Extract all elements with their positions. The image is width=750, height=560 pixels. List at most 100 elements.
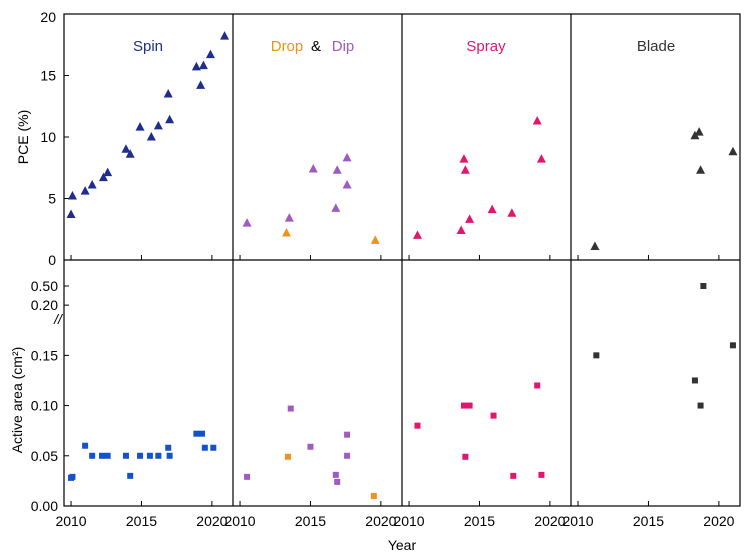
data-point-area-blade <box>593 352 600 359</box>
chart-marks: 0 5 10 15 20 0.00 0.05 0.10 0.15 0.20 0.50 2010 2015… <box>31 9 738 529</box>
data-point-area-spin <box>127 472 134 479</box>
data-point-area-spin <box>104 452 111 459</box>
data-point-pce-spin <box>67 191 77 200</box>
data-point-area-dip <box>287 405 294 412</box>
data-point-pce-spin <box>205 49 215 59</box>
data-point-pce-dip <box>284 213 294 222</box>
data-point-pce-spray <box>532 116 542 125</box>
data-point-area-spin <box>82 442 89 449</box>
axis-break-mark: // <box>53 311 64 327</box>
data-point-pce-dip <box>331 203 341 212</box>
data-point-pce-spin <box>121 144 131 153</box>
data-point-pce-spray <box>412 230 422 239</box>
data-point-pce-blade <box>694 127 704 136</box>
data-point-area-drop <box>284 453 291 460</box>
data-point-pce-spray <box>487 204 497 214</box>
data-point-pce-spin <box>196 80 206 89</box>
y-tick-label-pce: 20 <box>40 9 56 25</box>
data-point-pce-spin <box>103 167 113 177</box>
data-point-pce-dip <box>332 165 342 174</box>
y-tick-label-area: 0.05 <box>31 448 58 464</box>
data-point-area-dip <box>344 431 351 438</box>
data-point-pce-spin <box>153 120 163 130</box>
panel-title-dip: Dip <box>332 38 355 55</box>
data-point-area-spin <box>201 444 208 451</box>
data-point-pce-drop <box>370 235 380 244</box>
data-point-pce-dip <box>308 163 318 173</box>
data-point-pce-spin <box>146 132 156 141</box>
data-point-area-spray <box>460 402 467 409</box>
data-point-area-dip <box>332 471 339 478</box>
data-point-area-spin <box>137 452 144 459</box>
x-tick-label: 2010 <box>55 513 86 529</box>
data-point-area-spin <box>155 452 162 459</box>
data-point-pce-spin <box>165 114 175 124</box>
y-tick-label-area: 0.10 <box>31 398 58 414</box>
data-point-pce-spin <box>198 60 208 70</box>
x-tick-label: 2015 <box>464 513 495 529</box>
y-tick-label-pce: 15 <box>40 68 56 84</box>
y-tick-label-area: 0.00 <box>31 498 58 514</box>
data-point-area-spin <box>146 452 153 459</box>
y-tick-label-area-break: 0.50 <box>31 278 58 294</box>
data-point-pce-spin <box>135 122 145 131</box>
data-point-pce-spray <box>507 208 517 217</box>
data-point-area-dip <box>334 478 341 485</box>
data-point-pce-drop <box>282 227 292 237</box>
data-point-area-blade <box>700 283 707 289</box>
y-axis-title-pce: PCE (%) <box>15 110 31 164</box>
data-point-area-spray <box>462 453 469 460</box>
data-point-pce-spin <box>220 31 230 40</box>
y-tick-label-pce: 10 <box>40 129 56 145</box>
data-point-pce-spin <box>98 172 108 182</box>
data-point-area-spray <box>414 422 421 429</box>
data-point-pce-dip <box>242 218 252 227</box>
data-point-area-spin <box>99 452 106 459</box>
data-point-pce-dip <box>342 179 352 189</box>
y-axis-title-area: Active area (cm²) <box>9 347 25 454</box>
data-point-pce-spray <box>536 154 546 163</box>
data-point-area-spin <box>193 430 200 437</box>
data-point-pce-blade <box>690 130 700 140</box>
data-point-area-dip <box>244 473 251 480</box>
x-axis-title: Year <box>388 537 417 553</box>
data-point-area-spray <box>510 472 517 479</box>
y-tick-label-area: 0.15 <box>31 347 58 363</box>
data-point-pce-spray <box>459 154 469 163</box>
panel-title-blade: Blade <box>637 38 675 55</box>
x-tick-label: 2020 <box>196 513 227 529</box>
data-point-area-spin <box>89 452 96 459</box>
data-point-area-dip <box>344 452 351 459</box>
x-tick-label: 2010 <box>562 513 593 529</box>
data-point-area-drop <box>370 492 377 499</box>
data-point-pce-spin <box>80 186 90 195</box>
data-point-pce-blade <box>728 146 738 156</box>
y-tick-label-pce: 0 <box>48 252 56 268</box>
y-tick-label-pce: 5 <box>48 191 56 207</box>
x-tick-label: 2010 <box>393 513 424 529</box>
data-point-area-spray <box>466 402 473 409</box>
data-point-area-blade <box>729 342 736 349</box>
data-point-pce-spray <box>465 214 475 223</box>
data-point-area-blade <box>697 402 704 409</box>
data-point-pce-spin <box>163 88 173 98</box>
data-point-pce-spin <box>125 149 135 158</box>
data-point-pce-spin <box>66 209 76 218</box>
x-tick-label: 2020 <box>703 513 734 529</box>
data-point-pce-blade <box>590 241 600 250</box>
x-tick-label: 2010 <box>224 513 255 529</box>
x-tick-label: 2015 <box>126 513 157 529</box>
panel-title-ampersand: & <box>311 38 321 55</box>
data-point-pce-blade <box>696 165 706 174</box>
data-point-area-spin <box>199 430 206 437</box>
data-point-area-blade <box>691 377 698 384</box>
data-point-area-spin <box>122 452 129 459</box>
data-point-pce-spray <box>456 225 466 234</box>
x-tick-label: 2020 <box>365 513 396 529</box>
data-point-area-spin <box>210 444 217 451</box>
x-tick-label: 2020 <box>534 513 565 529</box>
data-point-pce-dip <box>342 152 352 162</box>
data-point-area-spray <box>538 471 545 478</box>
data-point-area-spin <box>69 473 76 480</box>
